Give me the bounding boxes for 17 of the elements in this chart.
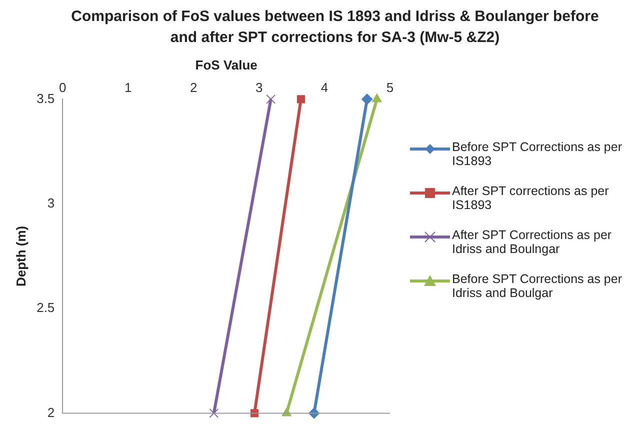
x-tick-label: 3 <box>255 80 263 95</box>
legend-label: After SPT Corrections as per Idriss and Boulngar <box>452 228 613 256</box>
x-tick-label: 1 <box>124 80 132 95</box>
y-tick-label: 3 <box>47 195 55 210</box>
y-axis-title: Depth (m) <box>13 226 28 287</box>
y-tick-label: 2 <box>47 404 55 420</box>
x-axis-title: FoS Value <box>195 57 258 72</box>
y-tick-label: 3.5 <box>36 90 55 106</box>
legend-label: After SPT corrections as per IS1893 <box>452 184 610 212</box>
x-tick-label: 5 <box>386 80 394 95</box>
chart-title: Comparison of FoS values between IS 1893 and Idriss & Boulanger before and after SPT corrections for SA-3 (Mw-5 &Z2) <box>70 7 600 48</box>
legend-label: Before SPT Corrections as per Idriss and Boulgar <box>452 272 623 300</box>
x-tick-label: 2 <box>190 80 198 95</box>
legend-label: Before SPT Corrections as per IS1893 <box>452 140 623 168</box>
x-tick-label: 4 <box>320 80 328 95</box>
x-tick-label: 0 <box>59 80 66 95</box>
y-tick-label: 2.5 <box>36 300 55 316</box>
